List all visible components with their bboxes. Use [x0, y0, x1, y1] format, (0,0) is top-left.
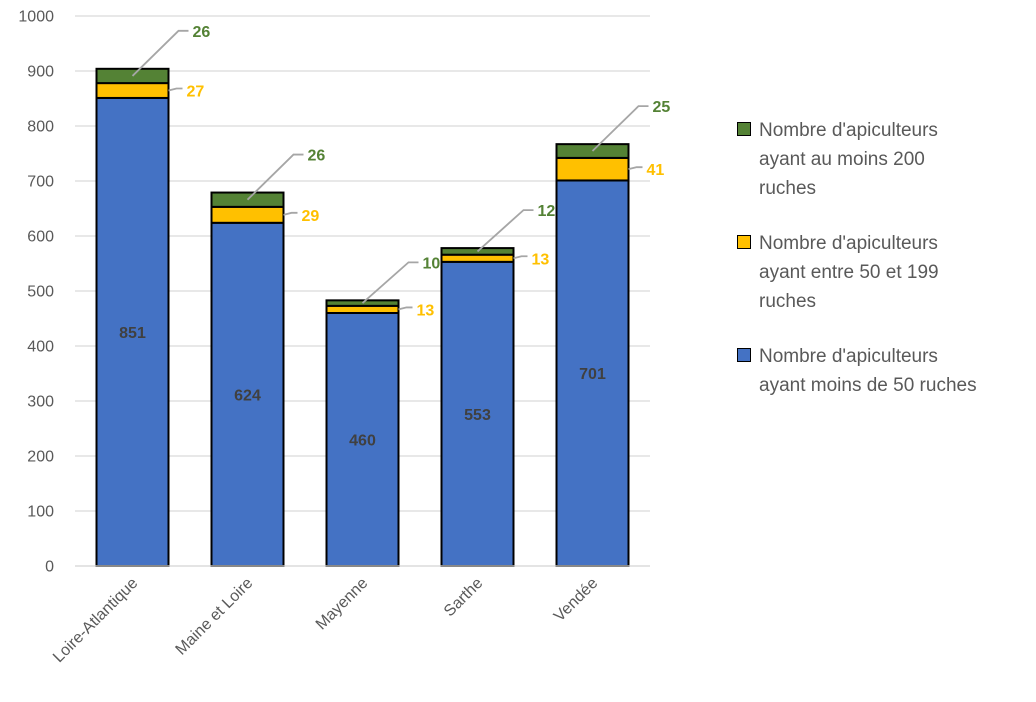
- y-tick-label: 800: [27, 119, 54, 136]
- data-label: 460: [349, 433, 376, 450]
- bar-segment: [325, 304, 400, 315]
- bar-segment: [555, 179, 630, 567]
- y-tick-label: 900: [27, 64, 54, 81]
- data-label: 10: [423, 255, 441, 272]
- legend-label: ayant entre 50 et 199: [759, 262, 939, 283]
- y-tick-label: 100: [27, 504, 54, 521]
- legend-label: Nombre d'apiculteurs: [759, 120, 938, 141]
- data-label: 553: [464, 407, 491, 424]
- legend-label: ayant moins de 50 ruches: [759, 375, 977, 396]
- y-tick-label: 0: [45, 559, 54, 576]
- data-label: 701: [579, 366, 606, 383]
- legend-swatch: [737, 235, 751, 249]
- leader-line: [246, 153, 304, 201]
- stacked-bar-chart: 0 100 200 300 400 500 600 700 800 900 1000 851 26 27…: [18, 9, 670, 667]
- bar-segment: [210, 205, 285, 224]
- y-tick-label: 300: [27, 394, 54, 411]
- x-tick-label: Maine et Loire: [173, 575, 257, 659]
- bar-segment: [325, 312, 400, 567]
- data-label: 27: [187, 84, 205, 101]
- bar-segment: [440, 247, 515, 256]
- legend-item: Nombre d'apiculteurs ayant au moins 200 ru…: [737, 116, 1036, 203]
- x-axis: Loire-Atlantique Maine et Loire Mayenne Sar…: [50, 565, 650, 666]
- data-label: 624: [234, 387, 261, 404]
- leader-line: [131, 29, 189, 77]
- leader-line: [361, 261, 419, 304]
- bar-segment: [555, 156, 630, 182]
- y-axis: 0 100 200 300 400 500 600 700 800 900 1000: [18, 9, 54, 576]
- legend-label: ruches: [759, 291, 817, 312]
- legend-label: Nombre d'apiculteurs: [759, 233, 938, 254]
- leader-line: [476, 209, 534, 253]
- legend-label: Nombre d'apiculteurs: [759, 346, 938, 367]
- leader-line: [513, 255, 528, 260]
- leader-line: [591, 105, 649, 152]
- bars: [95, 67, 630, 568]
- data-label: 851: [119, 325, 146, 342]
- x-tick-label: Loire-Atlantique: [50, 575, 141, 666]
- data-label: 12: [538, 203, 556, 220]
- leader-line: [398, 306, 413, 311]
- data-label: 13: [417, 302, 435, 319]
- data-label: 29: [302, 208, 320, 225]
- bar-segment: [210, 191, 285, 208]
- data-label: 26: [308, 148, 326, 165]
- data-label: 26: [193, 24, 211, 41]
- bar-segment: [440, 260, 515, 567]
- legend-item: Nombre d'apiculteurs ayant entre 50 et 19…: [737, 229, 1036, 316]
- bar-segment: [95, 82, 170, 99]
- leader-line: [168, 87, 183, 92]
- data-label: 13: [532, 251, 550, 268]
- legend-label: ayant au moins 200: [759, 149, 925, 170]
- bar-segment: [440, 253, 515, 263]
- leader-line: [283, 211, 298, 216]
- y-tick-label: 200: [27, 449, 54, 466]
- bar-segment: [210, 221, 285, 568]
- x-tick-label: Vendée: [551, 575, 601, 625]
- bar-segment: [95, 67, 170, 85]
- y-tick-label: 700: [27, 174, 54, 191]
- bar-segment: [95, 96, 170, 567]
- data-labels: 851 26 27 624 26 29 460 10 13 553 12 13 701 25 41: [119, 24, 670, 450]
- leader-line: [628, 166, 643, 171]
- y-tick-label: 600: [27, 229, 54, 246]
- y-tick-label: 400: [27, 339, 54, 356]
- y-tick-label: 1000: [18, 9, 54, 26]
- x-tick-label: Mayenne: [313, 575, 372, 634]
- data-label: 25: [653, 99, 671, 116]
- legend-label: ruches: [759, 178, 817, 199]
- legend-swatch: [737, 122, 751, 136]
- x-tick-label: Sarthe: [441, 575, 486, 620]
- legend-item: Nombre d'apiculteurs ayant moins de 50 ru…: [737, 342, 1036, 400]
- y-tick-label: 500: [27, 284, 54, 301]
- legend-swatch: [737, 348, 751, 362]
- data-label: 41: [647, 162, 665, 179]
- legend: Nombre d'apiculteurs ayant au moins 200 ru…: [737, 116, 1036, 426]
